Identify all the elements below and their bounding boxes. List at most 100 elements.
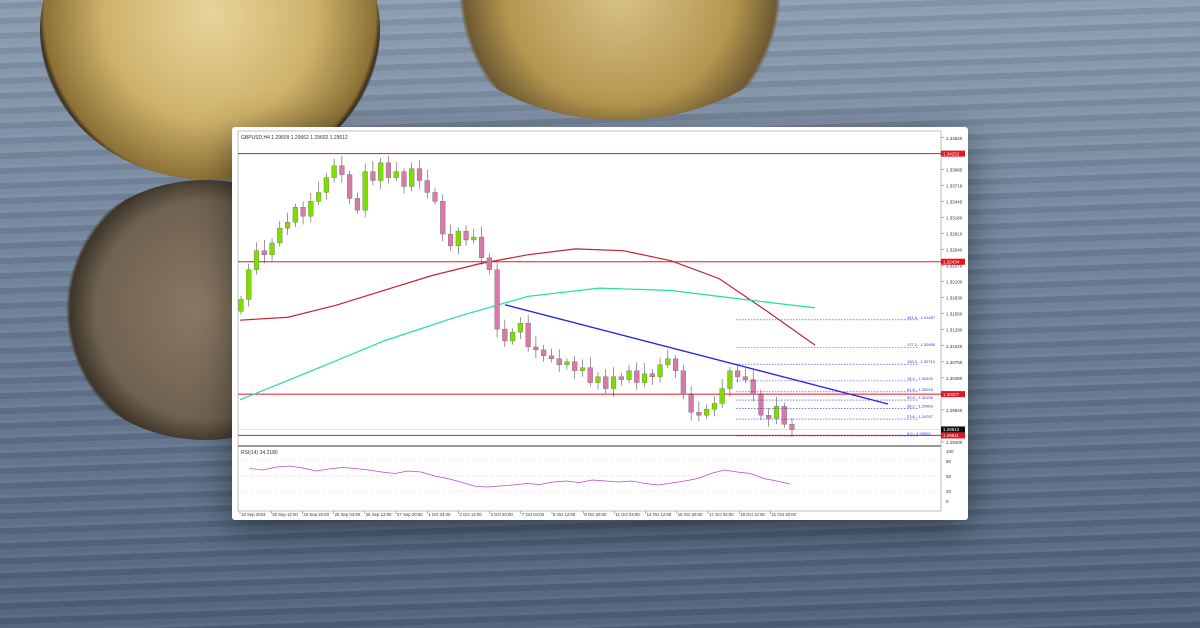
bullish-candle (610, 376, 617, 389)
bearish-candle (533, 346, 539, 351)
rsi-line (249, 465, 791, 488)
bullish-candle (510, 331, 516, 342)
fibonacci-label: 0.0 - 1.29502 (907, 431, 931, 436)
bearish-candle (416, 168, 423, 181)
bearish-candle (541, 349, 547, 357)
bullish-candle (308, 201, 314, 217)
y-tick-label: 1.30480 (946, 376, 963, 381)
x-tick-label: 26 Sep 12:00 (366, 512, 392, 517)
bearish-candle (572, 361, 578, 371)
current-price-label: 1.29612 (943, 427, 960, 432)
bearish-candle (781, 406, 787, 425)
price-tag-label: 1.29511 (943, 433, 959, 438)
bullish-candle (323, 177, 329, 193)
y-tick-label: 1.34520 (946, 136, 963, 141)
price-chart: GBPUSD,H4 1.29609 1.29662 1.29602 1.2961… (237, 130, 965, 517)
bearish-candle (742, 376, 748, 380)
x-tick-label: 21 Oct 20:00 (771, 512, 796, 517)
x-tick-label: 2 Oct 12:00 (459, 512, 482, 517)
y-tick-label: 1.29400 (946, 440, 963, 445)
bullish-candle (362, 171, 368, 211)
bullish-candle (564, 361, 570, 365)
x-tick-label: 18 Oct 12:00 (740, 512, 765, 517)
x-tick-label: 1 Oct 04:00 (428, 512, 451, 517)
bullish-candle (641, 373, 648, 383)
price-tag (941, 150, 965, 157)
bullish-candle (471, 236, 477, 241)
bullish-candle (657, 364, 663, 377)
y-tick-label: 1.33445 (946, 200, 963, 205)
bearish-candle (680, 370, 686, 395)
y-tick-label: 1.31020 (946, 344, 963, 349)
bearish-candle (766, 415, 772, 419)
bullish-candle (711, 403, 717, 410)
price-tag-label: 1.30207 (943, 392, 960, 397)
bearish-candle (447, 233, 454, 247)
bullish-candle (455, 230, 461, 247)
bearish-candle (750, 379, 756, 395)
bullish-candle (409, 168, 415, 187)
bullish-candle (285, 221, 291, 229)
y-tick-label: 1.31290 (946, 328, 963, 333)
bullish-candle (378, 162, 384, 181)
x-tick-label: 20 Sep 12:00 (272, 512, 298, 517)
bearish-candle (440, 201, 446, 235)
bearish-candle (556, 358, 562, 365)
fibonacci-label: 23.6 - 1.29787 (907, 414, 934, 419)
price-tag (941, 432, 965, 439)
bullish-candle (393, 171, 399, 178)
bearish-candle (634, 370, 640, 383)
bearish-candle (649, 373, 655, 377)
bearish-candle (424, 180, 430, 193)
trendline (504, 304, 889, 405)
moving-average-red (239, 248, 816, 346)
price-tag (941, 258, 965, 265)
bullish-candle (626, 370, 632, 380)
bearish-candle (688, 394, 694, 413)
fibonacci-label: 127.2 - 1.30995 (907, 342, 936, 347)
y-tick-label: 1.33180 (946, 215, 963, 220)
bearish-candle (261, 250, 267, 255)
bullish-candle (269, 242, 275, 255)
bearish-candle (735, 370, 741, 377)
bearish-candle (339, 165, 345, 175)
y-tick-label: 1.31830 (946, 296, 963, 301)
bullish-candle (253, 250, 260, 270)
bullish-candle (665, 358, 671, 365)
bullish-candle (719, 388, 725, 404)
x-tick-label: 17 Oct 04:00 (709, 512, 734, 517)
x-tick-label: 25 Sep 04:00 (335, 512, 361, 517)
bullish-candle (331, 165, 337, 178)
y-tick-label: 1.31560 (946, 312, 963, 317)
bullish-candle (727, 370, 733, 389)
fibonacci-label: 100.0 - 1.30710 (907, 359, 936, 364)
y-tick-label: 1.30750 (946, 360, 963, 365)
chart-header: GBPUSD,H4 1.29609 1.29662 1.29602 1.2961… (241, 135, 348, 141)
bearish-candle (486, 257, 492, 270)
rsi-level-label: 100 (946, 449, 954, 454)
x-tick-label: 14 Oct 12:00 (647, 512, 672, 517)
bearish-candle (432, 192, 438, 202)
bullish-candle (517, 323, 523, 333)
fibonacci-label: 50.0 - 1.30106 (907, 395, 934, 400)
bearish-candle (673, 358, 679, 371)
current-price-tag (941, 426, 965, 433)
bearish-candle (463, 230, 469, 241)
y-tick-label: 1.32370 (946, 264, 963, 269)
bullish-candle (704, 409, 710, 416)
rsi-label: RSI(14) 34.2180 (241, 450, 278, 456)
bearish-candle (758, 394, 764, 416)
bullish-candle (246, 269, 252, 300)
bearish-candle (300, 207, 306, 217)
bullish-candle (277, 227, 283, 244)
bearish-candle (494, 269, 500, 330)
bearish-candle (401, 171, 407, 187)
chart-frame (237, 130, 942, 512)
rsi-level-label: 20 (946, 489, 952, 494)
x-tick-label: 19 Sep 2024 (241, 512, 266, 517)
bearish-candle (370, 171, 376, 181)
x-tick-label: 7 Oct 04:00 (522, 512, 545, 517)
y-tick-label: 1.29940 (946, 408, 963, 413)
rsi-level-label: 80 (946, 459, 952, 464)
bullish-candle (595, 376, 601, 383)
